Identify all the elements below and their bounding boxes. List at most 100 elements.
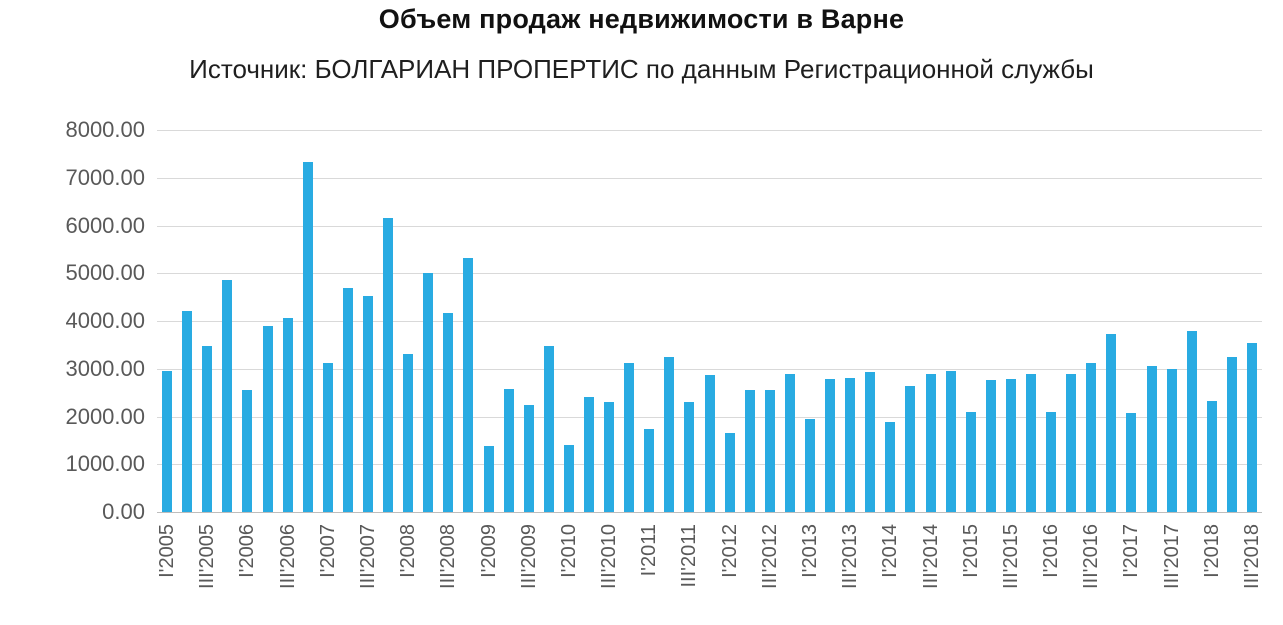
bar bbox=[1025, 373, 1036, 512]
bar bbox=[322, 363, 333, 512]
x-tick-label: I'2012 bbox=[718, 524, 741, 578]
bar bbox=[282, 317, 293, 512]
plot-area bbox=[157, 130, 1262, 513]
x-tick-label: I'2007 bbox=[316, 524, 339, 578]
bar bbox=[684, 402, 695, 512]
bar bbox=[503, 388, 514, 512]
bar bbox=[202, 345, 213, 512]
x-tick-label: III'2006 bbox=[276, 524, 299, 589]
bar bbox=[905, 386, 916, 512]
bar bbox=[724, 433, 735, 512]
bar bbox=[162, 371, 173, 512]
bar bbox=[1146, 366, 1157, 512]
bar bbox=[704, 374, 715, 512]
bar bbox=[342, 287, 353, 512]
bar bbox=[182, 311, 193, 512]
bar bbox=[744, 389, 755, 512]
x-axis: I'2005 III'2005 I'2006 III'2006 I'2007 III'20… bbox=[156, 522, 1263, 625]
bar bbox=[242, 390, 253, 512]
bar bbox=[664, 356, 675, 512]
gridline bbox=[157, 368, 1262, 370]
bar bbox=[383, 218, 394, 512]
x-tick-label: I'2018 bbox=[1200, 524, 1223, 578]
x-tick-label: III'2007 bbox=[356, 524, 379, 589]
y-tick-label: 8000.00 bbox=[65, 117, 145, 142]
bar bbox=[443, 312, 454, 512]
bar bbox=[523, 404, 534, 512]
y-tick-label: 7000.00 bbox=[65, 164, 145, 190]
x-tick-label: III'2013 bbox=[839, 524, 862, 589]
x-tick-label: III'2014 bbox=[919, 524, 942, 589]
bar bbox=[644, 429, 655, 512]
bar bbox=[985, 380, 996, 512]
bar bbox=[885, 422, 896, 512]
x-tick-label: I'2014 bbox=[879, 524, 902, 578]
x-tick-label: I'2009 bbox=[477, 524, 500, 578]
bar bbox=[1126, 412, 1137, 512]
bar bbox=[302, 162, 313, 512]
gridline bbox=[157, 130, 1262, 131]
bar bbox=[784, 373, 795, 512]
y-tick-label: 0.00 bbox=[102, 499, 145, 524]
x-tick-label: III'2008 bbox=[437, 524, 460, 589]
bar bbox=[1226, 356, 1237, 512]
x-tick-label: III'2016 bbox=[1080, 524, 1103, 589]
bar bbox=[1106, 333, 1117, 512]
bar bbox=[865, 372, 876, 512]
bar bbox=[945, 370, 956, 512]
bar bbox=[804, 418, 815, 512]
y-tick-label: 2000.00 bbox=[65, 403, 145, 429]
bar bbox=[222, 280, 233, 512]
x-tick-label: I'2011 bbox=[638, 524, 661, 577]
x-tick-label: III'2005 bbox=[196, 524, 219, 589]
bar bbox=[262, 325, 273, 512]
bar bbox=[764, 389, 775, 512]
bar bbox=[965, 411, 976, 512]
x-tick-label: I'2008 bbox=[397, 524, 420, 578]
y-tick-label: 1000.00 bbox=[65, 451, 145, 477]
y-tick-label: 3000.00 bbox=[65, 355, 145, 381]
bar bbox=[483, 446, 494, 512]
y-tick-label: 6000.00 bbox=[65, 212, 145, 238]
x-tick-label: I'2005 bbox=[156, 524, 179, 578]
x-tick-label: III'2018 bbox=[1240, 524, 1263, 589]
bar bbox=[1005, 379, 1016, 512]
gridline bbox=[157, 225, 1262, 227]
bar bbox=[1066, 374, 1077, 512]
y-tick-label: 5000.00 bbox=[65, 260, 145, 286]
x-tick-label: III'2015 bbox=[999, 524, 1022, 589]
chart-subtitle: Источник: БОЛГАРИАН ПРОПЕРТИС по данным … bbox=[189, 54, 1094, 84]
x-tick-label: III'2011 bbox=[678, 524, 701, 588]
bar bbox=[423, 273, 434, 512]
bar bbox=[403, 354, 414, 512]
gridline bbox=[157, 321, 1262, 322]
x-tick-label: I'2010 bbox=[557, 524, 580, 578]
bar bbox=[1166, 368, 1177, 512]
bar bbox=[925, 374, 936, 512]
bar bbox=[463, 257, 474, 512]
bar bbox=[845, 378, 856, 512]
x-tick-label: I'2015 bbox=[959, 524, 982, 578]
bar bbox=[825, 379, 836, 512]
x-tick-label: III'2017 bbox=[1160, 524, 1183, 589]
bar bbox=[1186, 330, 1197, 512]
bar bbox=[563, 445, 574, 512]
bar bbox=[362, 296, 373, 512]
bar bbox=[1246, 342, 1257, 512]
bar bbox=[604, 402, 615, 512]
gridline bbox=[157, 273, 1262, 275]
x-tick-label: I'2016 bbox=[1040, 524, 1063, 578]
chart-title: Объем продаж недвижимости в Варне bbox=[378, 4, 905, 34]
x-tick-label: I'2017 bbox=[1120, 524, 1143, 578]
y-axis: 0.00 1000.00 2000.00 3000.00 4000.00 5000.00 6… bbox=[10, 117, 145, 524]
bar bbox=[1206, 401, 1217, 512]
y-tick-label: 4000.00 bbox=[65, 308, 145, 333]
bar bbox=[1046, 411, 1057, 512]
bar bbox=[624, 363, 635, 512]
x-tick-label: III'2010 bbox=[598, 524, 621, 589]
x-tick-label: III'2009 bbox=[517, 524, 540, 589]
x-tick-label: III'2012 bbox=[758, 524, 781, 589]
bar bbox=[583, 397, 594, 512]
gridline bbox=[157, 177, 1262, 179]
